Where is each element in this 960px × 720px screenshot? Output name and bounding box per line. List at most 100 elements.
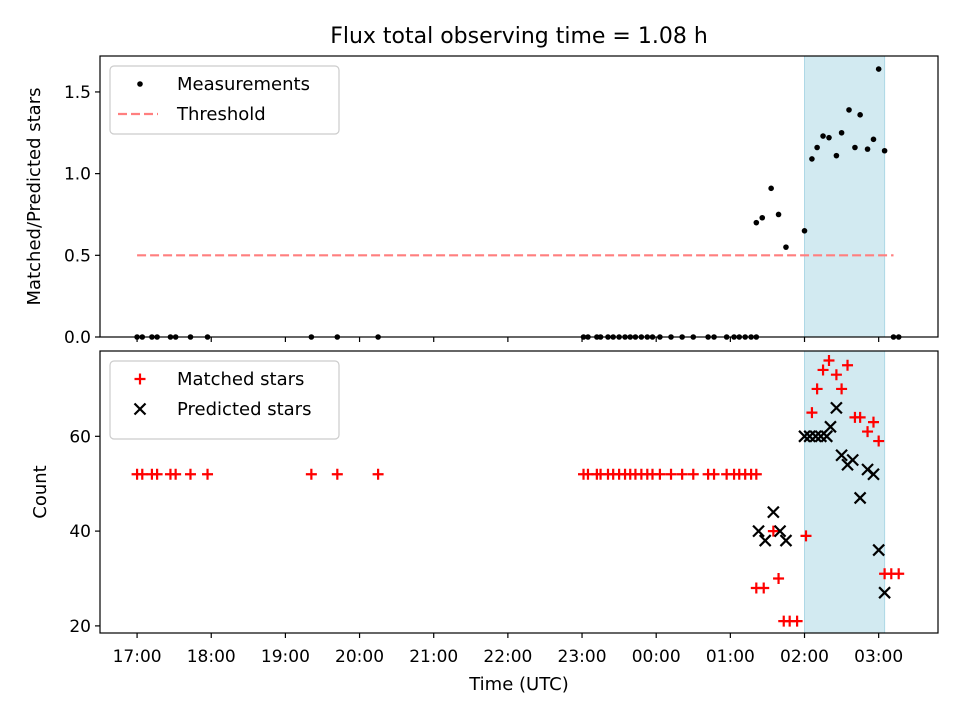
data-point xyxy=(826,134,832,141)
data-point xyxy=(873,435,885,447)
data-point xyxy=(775,211,782,218)
y-tick-label: 40 xyxy=(69,522,91,542)
x-tick-label: 19:00 xyxy=(261,647,310,667)
y-tick-label: 0.0 xyxy=(64,328,91,348)
data-point xyxy=(800,530,812,542)
data-point xyxy=(798,430,811,443)
y-axis-label: Count xyxy=(30,465,51,518)
data-point xyxy=(783,244,789,250)
x-tick-label: 02:00 xyxy=(780,647,829,667)
data-point xyxy=(824,420,837,434)
data-point xyxy=(791,615,803,627)
data-point xyxy=(305,468,317,480)
legend-frame xyxy=(109,360,340,440)
data-point xyxy=(838,129,845,136)
data-point xyxy=(809,430,822,443)
data-point xyxy=(875,66,882,72)
data-point xyxy=(872,543,885,557)
data-point xyxy=(867,467,880,481)
x-tick-label: 23:00 xyxy=(558,647,607,667)
data-point xyxy=(820,430,834,443)
x-tick-label: 17:00 xyxy=(113,647,162,667)
y-tick-label: 20 xyxy=(69,617,91,637)
data-point xyxy=(767,505,780,519)
data-point xyxy=(665,468,677,480)
data-point xyxy=(811,383,823,395)
legend: Matched stars Predicted stars xyxy=(109,360,340,440)
axes-frame xyxy=(99,350,939,634)
data-point xyxy=(830,401,843,415)
x-tick-label: 01:00 xyxy=(706,647,755,667)
data-point xyxy=(854,411,866,423)
x-tick-label: 18:00 xyxy=(187,647,236,667)
data-point xyxy=(184,468,196,480)
y-axis-label: Matched/Predicted stars xyxy=(24,88,45,306)
y-tick-label: 1.0 xyxy=(64,165,91,185)
highlight-span xyxy=(804,350,886,634)
data-point xyxy=(846,107,852,113)
y-tick-label: 60 xyxy=(69,427,91,447)
data-point xyxy=(750,468,762,480)
data-point xyxy=(654,468,666,480)
data-point xyxy=(759,214,766,221)
data-point xyxy=(870,136,877,143)
data-point xyxy=(814,144,820,151)
data-point xyxy=(867,416,879,428)
data-point xyxy=(773,524,787,538)
data-point xyxy=(893,568,905,580)
data-point xyxy=(823,354,835,366)
data-point xyxy=(151,468,163,480)
data-point xyxy=(676,468,688,480)
series-predicted-stars xyxy=(752,401,891,599)
data-point xyxy=(708,468,720,480)
data-point xyxy=(842,359,854,371)
axes-frame xyxy=(99,55,939,338)
data-point xyxy=(878,586,891,599)
count-panel: 20 40 60 17:00 18:00 19:00 20:00 21:00 22:00 23:0… xyxy=(30,350,939,667)
x-tick-label: 03:00 xyxy=(854,647,903,667)
y-tick-label: 0.5 xyxy=(64,246,91,266)
data-point xyxy=(773,572,785,584)
data-point xyxy=(846,453,859,467)
data-point xyxy=(331,468,343,480)
x-tick-label: 20:00 xyxy=(335,647,384,667)
data-point xyxy=(779,534,793,547)
legend-marker xyxy=(134,373,146,385)
data-point xyxy=(752,524,765,538)
data-point xyxy=(768,185,774,192)
legend-label: Measurements xyxy=(177,74,310,95)
legend-marker xyxy=(137,81,143,87)
legend-marker xyxy=(133,402,147,416)
data-point xyxy=(806,407,818,419)
data-point xyxy=(862,426,874,438)
x-tick-label: 21:00 xyxy=(409,647,458,667)
data-point xyxy=(820,133,826,139)
data-point xyxy=(136,468,148,480)
legend-label: Matched stars xyxy=(177,369,304,390)
data-point xyxy=(830,369,842,381)
highlight-span xyxy=(804,55,886,338)
x-tick-label: 22:00 xyxy=(483,647,532,667)
data-point xyxy=(835,448,848,462)
data-point xyxy=(857,112,863,118)
x-tick-label: 00:00 xyxy=(632,647,681,667)
data-point xyxy=(881,147,888,154)
data-point xyxy=(817,364,829,376)
data-point xyxy=(836,383,848,395)
legend-label: Predicted stars xyxy=(177,399,311,420)
data-point xyxy=(372,468,384,480)
data-point xyxy=(853,491,867,505)
data-point xyxy=(758,582,770,594)
data-point xyxy=(852,144,858,151)
data-point xyxy=(758,534,772,547)
x-axis-label: Time (UTC) xyxy=(468,674,569,695)
legend: Measurements Threshold xyxy=(109,65,340,135)
data-point xyxy=(767,525,779,537)
data-point xyxy=(687,468,699,480)
data-point xyxy=(170,468,182,480)
data-point xyxy=(809,156,815,162)
series-matched-stars xyxy=(131,354,905,627)
y-tick-label: 1.5 xyxy=(64,83,91,103)
data-point xyxy=(833,152,840,159)
